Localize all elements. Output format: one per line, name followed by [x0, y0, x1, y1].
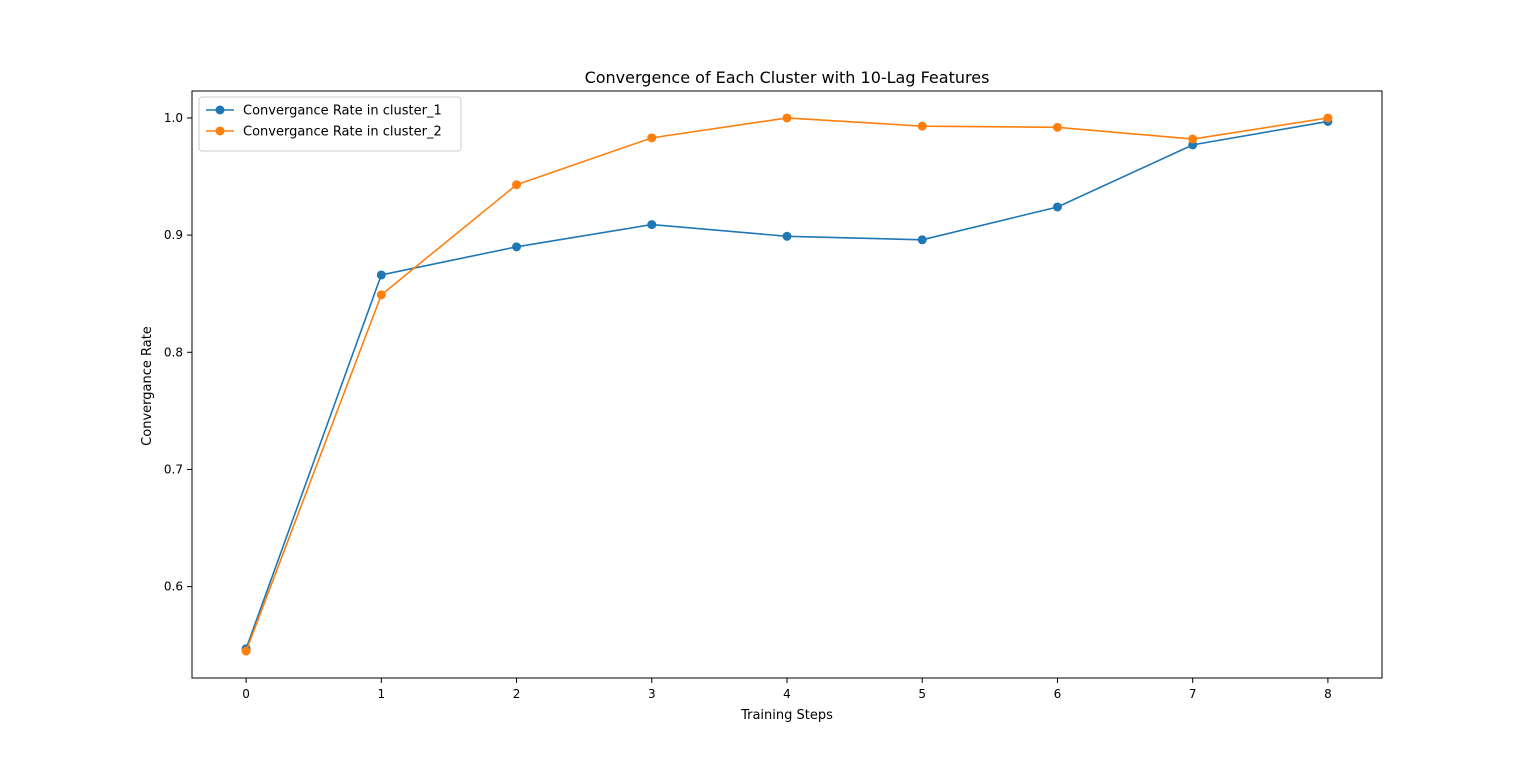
y-tick-label: 0.6 [164, 580, 183, 594]
series-1-point [647, 220, 657, 230]
legend-box [198, 96, 462, 152]
legend-marker-2 [215, 126, 225, 136]
chart-title: Convergence of Each Cluster with 10-Lag … [585, 68, 990, 87]
y-axis-label: Convergance Rate [140, 326, 155, 446]
series-1-point [917, 235, 927, 245]
x-tick-label: 6 [1054, 687, 1062, 701]
series-2-point [1052, 122, 1062, 132]
x-tick-label: 0 [242, 687, 250, 701]
y-tick-label: 0.7 [164, 462, 183, 476]
series-1-point [1052, 202, 1062, 212]
legend-label-2: Convergance Rate in cluster_2 [243, 125, 442, 140]
y-tick-label: 0.9 [164, 228, 183, 242]
x-tick-label: 7 [1189, 687, 1197, 701]
y-tick-label: 0.8 [164, 345, 183, 359]
series-2-point [647, 133, 657, 143]
x-tick-label: 8 [1324, 687, 1332, 701]
series-1-point [376, 270, 386, 280]
x-tick-label: 2 [513, 687, 521, 701]
series-2-point [241, 646, 251, 656]
x-axis-label: Training Steps [740, 708, 833, 723]
series-2-point [1323, 113, 1333, 123]
series-2-point [782, 113, 792, 123]
legend: Convergance Rate in cluster_1 Convergance… [198, 96, 462, 152]
series-1-point [782, 231, 792, 241]
series-2-point [917, 121, 927, 131]
x-tick-label: 4 [783, 687, 791, 701]
series-2-point [512, 180, 522, 190]
series-2-point [376, 290, 386, 300]
x-tick-label: 3 [648, 687, 656, 701]
y-tick-label: 1.0 [164, 111, 183, 125]
x-tick-label: 5 [918, 687, 926, 701]
series-1-point [512, 242, 522, 252]
series-2-point [1188, 134, 1198, 144]
plot-area: 0 1 2 3 4 5 6 7 8 0.6 0.7 0.8 0.9 1.0 [164, 90, 1383, 701]
legend-label-1: Convergance Rate in cluster_1 [243, 104, 442, 119]
x-tick-label: 1 [377, 687, 385, 701]
legend-marker-1 [215, 105, 225, 115]
